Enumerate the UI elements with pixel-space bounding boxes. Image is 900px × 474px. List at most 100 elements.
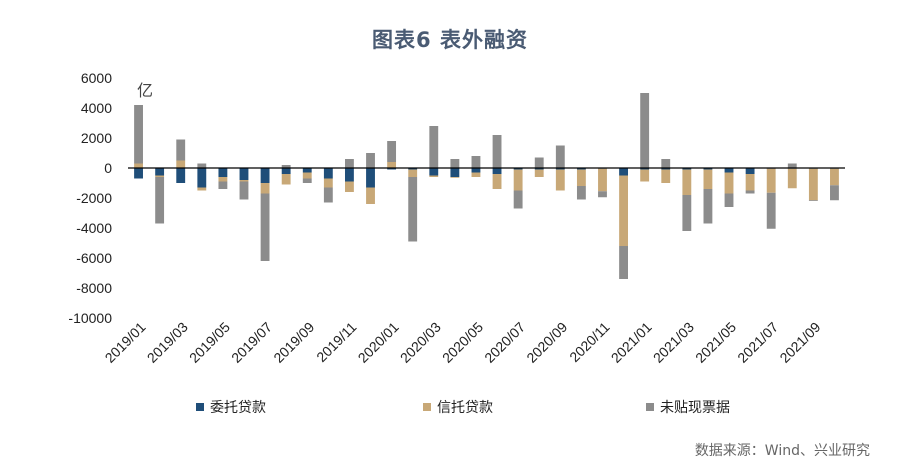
bar-trust-2020-10 — [576, 169, 586, 186]
bar-trust-2019-11 — [344, 181, 354, 192]
legend-label-trust: 信托贷款 — [437, 400, 493, 416]
bar-bills-2020-02 — [408, 177, 418, 242]
bar-trust-2021-09 — [808, 168, 818, 201]
bar-trust-2020-12 — [619, 175, 629, 246]
bar-entrusted-2020-06 — [492, 168, 502, 174]
bar-bills-2020-11 — [598, 191, 607, 198]
bar-trust-2021-01 — [640, 169, 650, 182]
bar-bills-2019-07 — [260, 193, 270, 261]
bar-bills-2021-08 — [787, 163, 797, 168]
bar-entrusted-2020-08 — [534, 168, 544, 170]
legend-label-bills: 未贴现票据 — [660, 400, 730, 416]
bar-bills-2019-02 — [155, 177, 165, 224]
y-tick-label: 2000 — [81, 130, 112, 146]
bar-bills-2019-03 — [176, 139, 186, 161]
bar-trust-2019-01 — [134, 163, 143, 168]
bar-trust-2019-12 — [366, 187, 375, 204]
bar-bills-2021-02 — [661, 159, 671, 168]
bar-trust-2019-02 — [155, 175, 165, 177]
legend-label-entrusted: 委托贷款 — [210, 400, 266, 416]
x-tick-label: 2019/09 — [270, 319, 317, 366]
x-tick-label: 2021/05 — [692, 319, 739, 366]
bar-bills-2020-09 — [555, 145, 565, 168]
bar-trust-2021-02 — [661, 169, 671, 183]
bar-trust-2020-01 — [387, 162, 397, 168]
bar-trust-2021-07 — [766, 168, 776, 193]
bar-entrusted-2019-09 — [302, 168, 312, 173]
bar-entrusted-2020-12 — [619, 168, 629, 176]
bar-entrusted-2019-10 — [323, 168, 333, 179]
bar-bills-2021-03 — [682, 195, 692, 231]
legend-entrusted-loans: 委托贷款 — [196, 397, 266, 417]
bar-entrusted-2021-06 — [745, 168, 755, 174]
y-tick-label: -8000 — [76, 280, 112, 296]
x-tick-label: 2021/07 — [734, 319, 781, 366]
bar-entrusted-2020-02 — [408, 168, 418, 170]
bar-entrusted-2021-04 — [703, 168, 713, 170]
bar-bills-2020-01 — [387, 141, 397, 162]
bar-trust-2020-07 — [513, 169, 523, 191]
bar-entrusted-2020-01 — [387, 168, 397, 170]
bar-entrusted-2021-03 — [682, 168, 692, 170]
x-tick-label: 2020/07 — [481, 319, 528, 366]
bar-bills-2019-01 — [134, 105, 143, 164]
bar-trust-2019-10 — [323, 178, 333, 188]
bar-entrusted-2020-05 — [471, 168, 481, 173]
bar-bills-2020-05 — [471, 156, 481, 168]
bar-bills-2021-05 — [724, 193, 734, 207]
bar-trust-2021-05 — [724, 172, 734, 194]
bar-bills-2021-09 — [808, 200, 818, 201]
bar-entrusted-2019-05 — [218, 168, 228, 177]
bar-entrusted-2021-02 — [661, 168, 671, 170]
bar-bills-2020-04 — [450, 159, 460, 168]
x-tick-label: 2021/09 — [776, 319, 823, 366]
bar-bills-2019-05 — [218, 181, 228, 189]
bar-entrusted-2020-09 — [555, 168, 565, 170]
legend-swatch-entrusted — [196, 403, 204, 411]
bar-trust-2020-06 — [492, 174, 502, 189]
bar-trust-2020-09 — [555, 169, 565, 191]
x-tick-label: 2020/09 — [523, 319, 570, 366]
bar-trust-2019-05 — [218, 177, 228, 182]
bar-entrusted-2019-12 — [366, 168, 375, 188]
bar-trust-2021-06 — [745, 174, 755, 191]
bar-entrusted-2021-01 — [640, 168, 650, 170]
y-tick-label: 4000 — [81, 100, 112, 116]
bar-entrusted-2020-03 — [429, 168, 439, 176]
x-tick-label: 2019/03 — [144, 319, 191, 366]
bar-bills-2021-07 — [766, 192, 776, 229]
bar-bills-2019-08 — [281, 165, 291, 168]
bar-trust-2020-05 — [471, 172, 481, 177]
y-tick-label: -2000 — [76, 190, 112, 206]
bar-trust-2020-04 — [450, 177, 460, 178]
bar-trust-2020-02 — [408, 169, 418, 177]
bar-bills-2019-04 — [197, 163, 207, 168]
bar-bills-2019-12 — [366, 153, 375, 168]
bar-bills-2019-09 — [302, 178, 312, 183]
bar-entrusted-2020-04 — [450, 168, 460, 177]
bar-entrusted-2019-03 — [176, 168, 186, 183]
bar-bills-2020-10 — [576, 186, 586, 200]
bar-entrusted-2021-05 — [724, 168, 734, 173]
bar-trust-2021-10 — [830, 168, 839, 186]
bar-trust-2021-08 — [787, 168, 797, 189]
legend-swatch-trust — [423, 403, 431, 411]
bar-trust-2019-04 — [197, 187, 207, 191]
bar-trust-2019-06 — [239, 180, 249, 182]
y-tick-label: -6000 — [76, 250, 112, 266]
y-tick-label: -10000 — [68, 310, 112, 326]
bar-trust-2019-03 — [176, 160, 186, 168]
bar-bills-2020-06 — [492, 135, 502, 168]
bar-bills-2021-06 — [745, 190, 755, 194]
x-tick-label: 2021/01 — [608, 319, 655, 366]
bar-bills-2019-06 — [239, 181, 249, 200]
bar-trust-2020-03 — [429, 175, 439, 177]
x-tick-label: 2020/03 — [397, 319, 444, 366]
x-tick-label: 2019/07 — [228, 319, 275, 366]
data-source: 数据来源：Wind、兴业研究 — [694, 443, 870, 459]
x-tick-label: 2019/05 — [186, 319, 233, 366]
x-tick-label: 2020/05 — [439, 319, 486, 366]
bar-bills-2019-11 — [344, 159, 354, 168]
bar-trust-2020-08 — [534, 169, 544, 177]
bar-entrusted-2020-07 — [513, 168, 523, 170]
